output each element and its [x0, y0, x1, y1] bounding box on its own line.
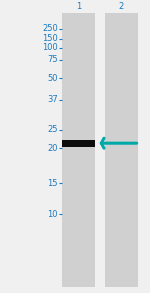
Text: 75: 75: [47, 55, 58, 64]
Text: 150: 150: [42, 34, 58, 43]
Text: 15: 15: [47, 179, 58, 188]
Text: 37: 37: [47, 95, 58, 104]
Bar: [105, 13, 138, 287]
Text: 10: 10: [47, 209, 58, 219]
Text: 100: 100: [42, 43, 58, 52]
Text: 20: 20: [47, 144, 58, 153]
Text: 2: 2: [119, 2, 124, 11]
Text: 250: 250: [42, 24, 58, 33]
Text: 1: 1: [76, 2, 81, 11]
Text: 50: 50: [47, 74, 58, 83]
Bar: [62, 13, 95, 287]
Text: 25: 25: [47, 125, 58, 134]
Bar: [62, 139, 95, 147]
